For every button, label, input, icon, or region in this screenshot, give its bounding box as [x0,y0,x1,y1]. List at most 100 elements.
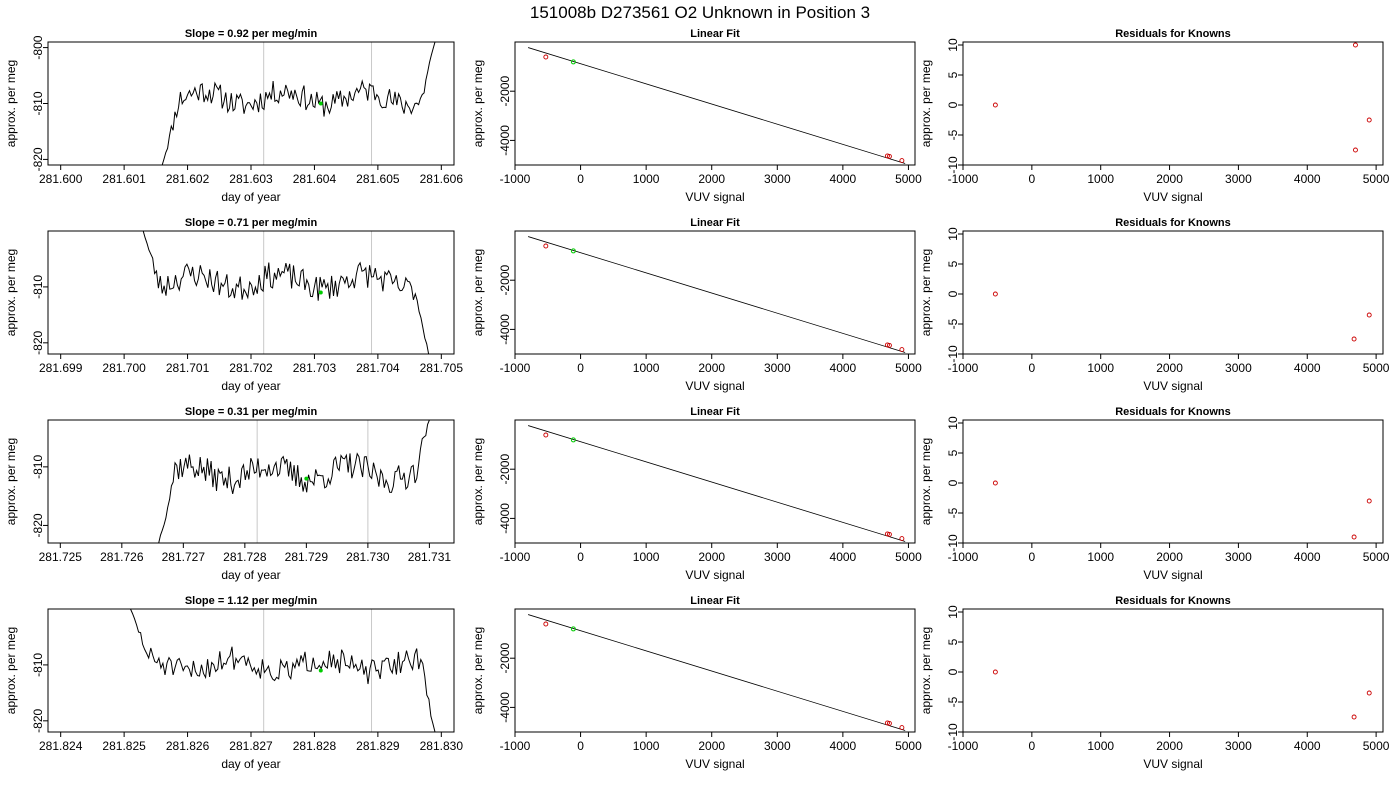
x-tick-label: 281.603 [229,172,273,186]
y-tick-label: -2000 [498,643,512,674]
x-axis-label: VUV signal [685,190,744,204]
x-axis-label: day of year [221,190,280,204]
x-tick-label: 281.825 [102,739,146,753]
x-tick-label: 0 [577,550,584,564]
x-axis-label: day of year [221,379,280,393]
x-tick-label: 1000 [633,550,660,564]
x-tick-label: 2000 [1156,361,1183,375]
y-tick-label: -10 [946,345,960,363]
plot-frame [47,608,455,733]
x-tick-label: 1000 [1087,550,1114,564]
plot-frame [47,41,455,166]
plot-area [527,47,906,164]
known-point [899,347,905,353]
x-tick-label: 4000 [1294,550,1321,564]
panel-title: Linear Fit [690,217,740,229]
y-tick-label: -810 [31,455,45,479]
resid-panel-4: Residuals for Knowns -1000 0 1000 2000 3000 40… [919,595,1390,771]
x-tick-label: 2000 [698,739,725,753]
y-axis-label: approx. per meg [4,438,18,525]
x-tick-label: 1000 [1087,739,1114,753]
residual-point [992,291,998,297]
y-axis-label: approx. per meg [4,627,18,714]
panel-title: Linear Fit [690,406,740,418]
x-tick-label: 5000 [1363,172,1390,186]
y-tick-label: -4000 [498,503,512,534]
known-point [899,725,905,731]
y-tick-label: -810 [31,275,45,299]
x-tick-label: 0 [1029,361,1036,375]
known-point [886,531,892,537]
known-point [885,720,890,726]
y-axis-label: approx. per meg [919,627,933,714]
plot-frame [514,608,916,733]
y-tick-label: -820 [31,330,45,354]
x-tick-label: 281.602 [166,172,210,186]
x-tick-label: 5000 [895,361,922,375]
panel-title: Residuals for Knowns [1115,595,1231,607]
plot-frame [514,41,916,166]
x-tick-label: 4000 [830,361,857,375]
x-axis-label: VUV signal [685,379,744,393]
y-tick-label: 5 [946,260,960,267]
x-tick-label: 5000 [895,739,922,753]
plot-area [992,291,1372,342]
x-tick-label: 0 [577,172,584,186]
drift-trace [158,420,430,543]
x-tick-label: 281.824 [39,739,83,753]
unknown-marker [318,668,323,673]
y-tick-label: -5 [946,129,960,140]
x-tick-label: 281.701 [166,361,210,375]
known-point [885,531,890,537]
known-point [543,54,549,60]
y-tick-label: 5 [946,638,960,645]
x-tick-label: 281.601 [102,172,146,186]
x-tick-label: 0 [1029,550,1036,564]
x-tick-label: -1000 [500,172,531,186]
x-tick-label: 2000 [698,550,725,564]
panel-title: Slope = 0.71 per meg/min [185,217,318,229]
y-tick-label: -5 [946,318,960,329]
drift-trace [161,42,436,165]
x-tick-label: 281.830 [420,739,464,753]
x-tick-label: 5000 [1363,361,1390,375]
y-axis-label: approx. per meg [471,627,485,714]
x-tick-label: 5000 [895,550,922,564]
y-tick-label: 0 [946,479,960,486]
plot-frame [962,419,1384,544]
residual-point [992,480,998,486]
x-tick-label: 3000 [1225,550,1252,564]
x-tick-label: 281.728 [223,550,267,564]
y-tick-label: -5 [946,696,960,707]
x-axis-label: day of year [221,757,280,771]
x-tick-label: 2000 [1156,550,1183,564]
x-tick-label: 281.729 [285,550,329,564]
known-point [886,153,892,159]
y-tick-label: -810 [31,91,45,115]
y-tick-label: -2000 [498,265,512,296]
y-axis-label: approx. per meg [919,438,933,525]
fit-line [527,425,906,542]
panel-title: Linear Fit [690,28,740,40]
y-axis-label: approx. per meg [4,60,18,147]
x-tick-label: -1000 [500,739,531,753]
x-tick-label: 3000 [1225,172,1252,186]
unknown-point [570,437,576,443]
plot-area [161,42,436,165]
figure-title: 151008b D273561 O2 Unknown in Position 3 [530,3,870,22]
plot-frame [47,419,455,544]
panel-title: Slope = 0.31 per meg/min [185,406,318,418]
y-tick-label: -2000 [498,454,512,485]
plot-area [142,231,430,354]
x-tick-label: 281.730 [346,550,390,564]
y-axis-label: approx. per meg [919,249,933,336]
plot-area [992,42,1372,153]
y-tick-label: 10 [946,605,960,619]
x-tick-label: 281.727 [162,550,206,564]
y-tick-label: 10 [946,38,960,52]
plot-area [992,480,1372,540]
plot-frame [962,608,1384,733]
x-tick-label: 4000 [830,172,857,186]
plot-area [130,609,436,732]
x-tick-label: 281.703 [293,361,337,375]
